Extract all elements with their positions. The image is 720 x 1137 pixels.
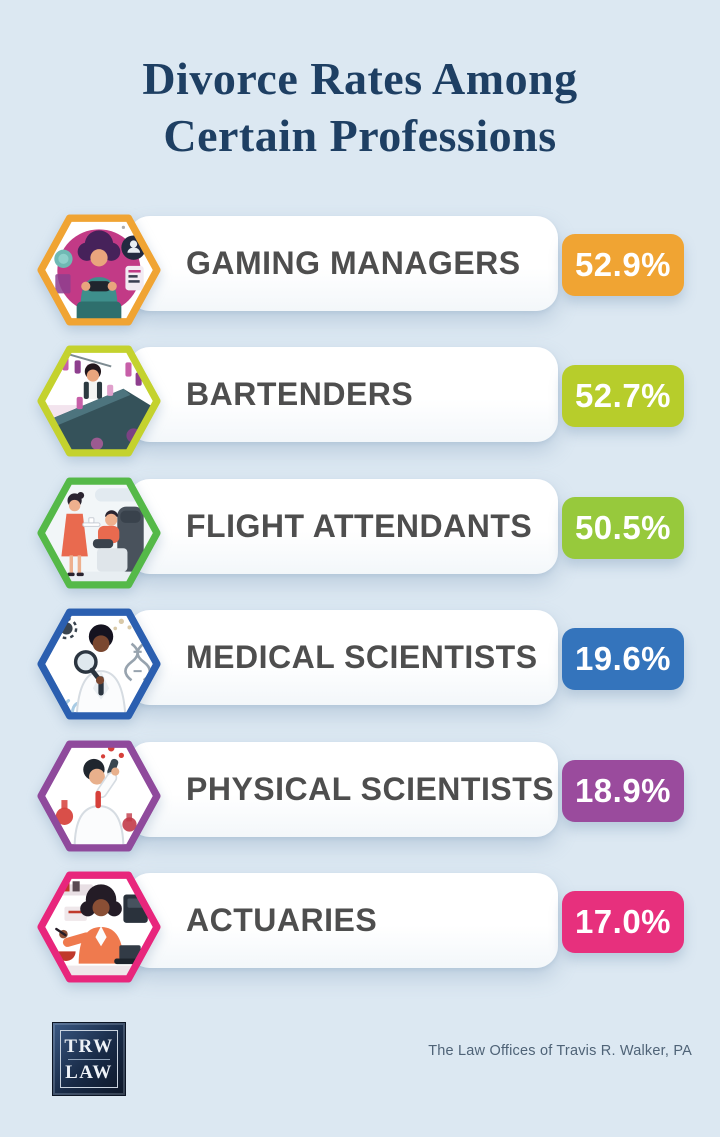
profession-row-gaming-managers: GAMING MANAGERS 52.9% [0,205,720,336]
rate-value: 17.0% [574,903,672,940]
physical-scientist-illustration [37,740,161,851]
rate-badge: 18.9% [562,759,684,822]
profession-hexagon [36,338,162,464]
profession-row-medical-scientists: MEDICAL SCIENTISTS 19.6% [0,599,720,730]
logo-text-law: LAW [65,1061,113,1083]
profession-pill: ACTUARIES [128,873,558,968]
profession-label: PHYSICAL SCIENTISTS [186,770,555,807]
title-line-2: Certain Professions [163,110,557,162]
profession-label: FLIGHT ATTENDANTS [186,507,533,544]
profession-hexagon [36,601,162,727]
logo-divider [68,1058,110,1060]
profession-label: MEDICAL SCIENTISTS [186,639,538,676]
medical-scientist-illustration [37,608,161,720]
title-line-1: Divorce Rates Among [142,53,578,104]
footer-credit: The Law Offices of Travis R. Walker, PA [428,1043,692,1059]
flight-attendant-illustration [37,477,161,589]
profession-label: GAMING MANAGERS [186,245,521,281]
rate-value: 18.9% [574,771,672,809]
rate-badge: 17.0% [562,891,684,953]
rate-badge: 52.7% [562,365,684,428]
rate-value: 52.9% [574,246,672,283]
trw-law-logo: TRW LAW [52,1022,126,1096]
rate-badge: 50.5% [562,496,684,559]
profession-row-bartenders: BARTENDERS 52.7% [0,336,720,467]
profession-row-physical-scientists: PHYSICAL SCIENTISTS 18.9% [0,731,720,862]
rate-badge: 19.6% [562,628,684,691]
rate-badge: 52.9% [562,234,684,296]
profession-hexagon [36,470,162,596]
profession-row-flight-attendants: FLIGHT ATTENDANTS 50.5% [0,468,720,599]
profession-pill: BARTENDERS [128,347,558,443]
profession-pill: MEDICAL SCIENTISTS [128,610,558,706]
profession-pill: GAMING MANAGERS [128,216,558,311]
profession-hexagon [36,864,162,990]
rate-value: 19.6% [574,640,672,678]
rate-value: 50.5% [574,508,672,546]
rate-value: 52.7% [574,377,672,415]
profession-row-actuaries: ACTUARIES 17.0% [0,862,720,993]
actuary-illustration [37,871,161,983]
logo-text-trw: TRW [64,1035,114,1057]
profession-label: BARTENDERS [186,376,414,413]
page-title: Divorce Rates Among Certain Professions [0,50,720,164]
profession-pill: PHYSICAL SCIENTISTS [128,741,558,837]
profession-hexagon [36,207,162,333]
profession-pill: FLIGHT ATTENDANTS [128,478,558,574]
gaming-manager-illustration [37,214,161,326]
profession-hexagon [36,733,162,859]
trw-law-logo-frame: TRW LAW [60,1030,118,1088]
profession-label: ACTUARIES [186,902,378,938]
bartender-illustration [37,346,161,457]
